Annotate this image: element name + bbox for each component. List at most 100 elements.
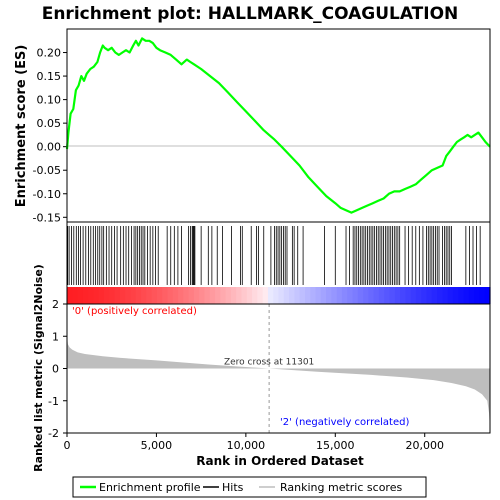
rank-gradient-segment [283,287,290,304]
rank-gradient-segment [162,287,169,304]
rank-gradient-segment [230,287,237,304]
x-tick-label: 10,000 [227,439,266,452]
es-y-tick-label: 0.05 [37,117,62,130]
rank-gradient-segment [141,287,147,304]
rank-gradient-segment [474,287,481,304]
rank-gradient-segment [368,287,375,304]
rank-gradient-segment [310,287,317,304]
rank-gradient-segment [172,287,179,304]
metric-panel: Zero cross at 11301 '0' (positively corr… [32,264,491,472]
x-tick-label: 0 [64,439,71,452]
rank-gradient-segment [199,287,206,304]
rank-gradient-segment [67,287,73,304]
rank-gradient-segment [479,287,486,304]
rank-gradient-segment [209,287,216,304]
rank-gradient-segment [294,287,301,304]
es-y-tick-label: 0.00 [37,141,62,154]
rank-gradient-segment [447,287,454,304]
rank-gradient-segment [236,287,243,304]
x-axis-label: Rank in Ordered Dataset [196,454,364,468]
rank-gradient-segment [463,287,470,304]
rank-gradient-segment [326,287,332,304]
rank-gradient-segment [278,287,285,304]
legend-frame [72,476,427,498]
rank-gradient-segment [363,287,369,304]
metric-panel-frame [66,303,491,434]
chart-title: Enrichment plot: HALLMARK_COAGULATION [42,4,459,24]
rank-gradient-segment [109,287,116,304]
es-panel: -0.15 -0.10 -0.05 0.00 0.05 0.10 0.15 0.20 Enri… [14,28,491,224]
rank-gradient-segment [315,287,322,304]
es-y-tick-label: -0.10 [33,188,61,201]
rank-gradient-segment [273,287,280,304]
rank-gradient-segment [347,287,354,304]
legend-label-enrichment-profile: Enrichment profile [99,481,201,494]
rank-gradient-segment [82,287,89,304]
ranking-metric-area [67,336,490,430]
rank-gradient-segment [405,287,412,304]
zero-cross-label: Zero cross at 11301 [224,358,314,368]
rank-gradient-segment [193,287,200,304]
es-y-axis-label: Enrichment score (ES) [14,45,29,208]
rank-gradient-segment [468,287,475,304]
es-y-tick-label: -0.15 [33,211,61,224]
rank-gradient-segment [151,287,158,304]
hits-panel [66,221,491,305]
metric-y-axis: -2 -1 0 1 2 [48,298,67,440]
legend-label-hits: Hits [222,481,244,494]
rank-gradient-segment [98,287,105,304]
rank-gradient-segment [415,287,422,304]
rank-gradient-segment [389,287,396,304]
rank-gradient-segment [352,287,359,304]
rank-gradient-segment [299,287,306,304]
es-y-tick-label: -0.05 [33,164,61,177]
x-tick-label: 15,000 [316,439,355,452]
rank-gradient-segment [304,287,311,304]
rank-gradient-segment [146,287,153,304]
rank-gradient-segment [378,287,385,304]
rank-gradient-segment [452,287,459,304]
rank-gradient-segment [156,287,163,304]
rank-gradient-segment [119,287,126,304]
rank-gradient-segment [336,287,343,304]
metric-y-axis-label: Ranked list metric (Signal2Noise) [32,264,45,472]
rank-gradient-segment [320,287,327,304]
rank-gradient-segment [257,287,264,304]
rank-gradient-segment [225,287,232,304]
rank-gradient-segment [93,287,100,304]
rank-gradient-segment [125,287,132,304]
rank-gradient-segment [262,287,269,304]
rank-gradient-segment [77,287,84,304]
metric-y-tick-label: 0 [52,363,59,376]
rank-gradient-segment [400,287,406,304]
rank-gradient-segment [267,287,274,304]
legend: Enrichment profile Hits Ranking metric s… [72,476,427,498]
metric-y-tick-label: -1 [48,395,59,408]
rank-gradient-segment [384,287,391,304]
x-axis: 0 5,000 10,000 15,000 20,000 [64,433,444,452]
rank-gradient-segment [178,287,184,304]
rank-gradient-segment [204,287,211,304]
rank-gradient-segment [442,287,449,304]
rank-gradient-segment [426,287,433,304]
rank-gradient-segment [130,287,137,304]
rank-gradient-segment [437,287,444,304]
legend-label-ranking-metric: Ranking metric scores [280,481,402,494]
rank-gradient-segment [458,287,465,304]
rank-gradient-segment [431,287,438,304]
es-y-tick-label: 0.20 [37,47,62,60]
rank-gradient-segment [484,287,491,304]
x-tick-label: 5,000 [141,439,173,452]
rank-gradient-segment [215,287,221,304]
es-panel-frame [66,28,491,223]
negative-correlation-label: '2' (negatively correlated) [280,417,409,428]
rank-gradient-segment [341,287,348,304]
rank-gradient-segment [114,287,121,304]
rank-gradient-segment [241,287,248,304]
rank-gradient-segment [331,287,338,304]
rank-gradient-segment [394,287,401,304]
rank-gradient-segment [252,287,258,304]
hit-lines [67,226,481,285]
metric-y-tick-label: -2 [48,427,59,440]
